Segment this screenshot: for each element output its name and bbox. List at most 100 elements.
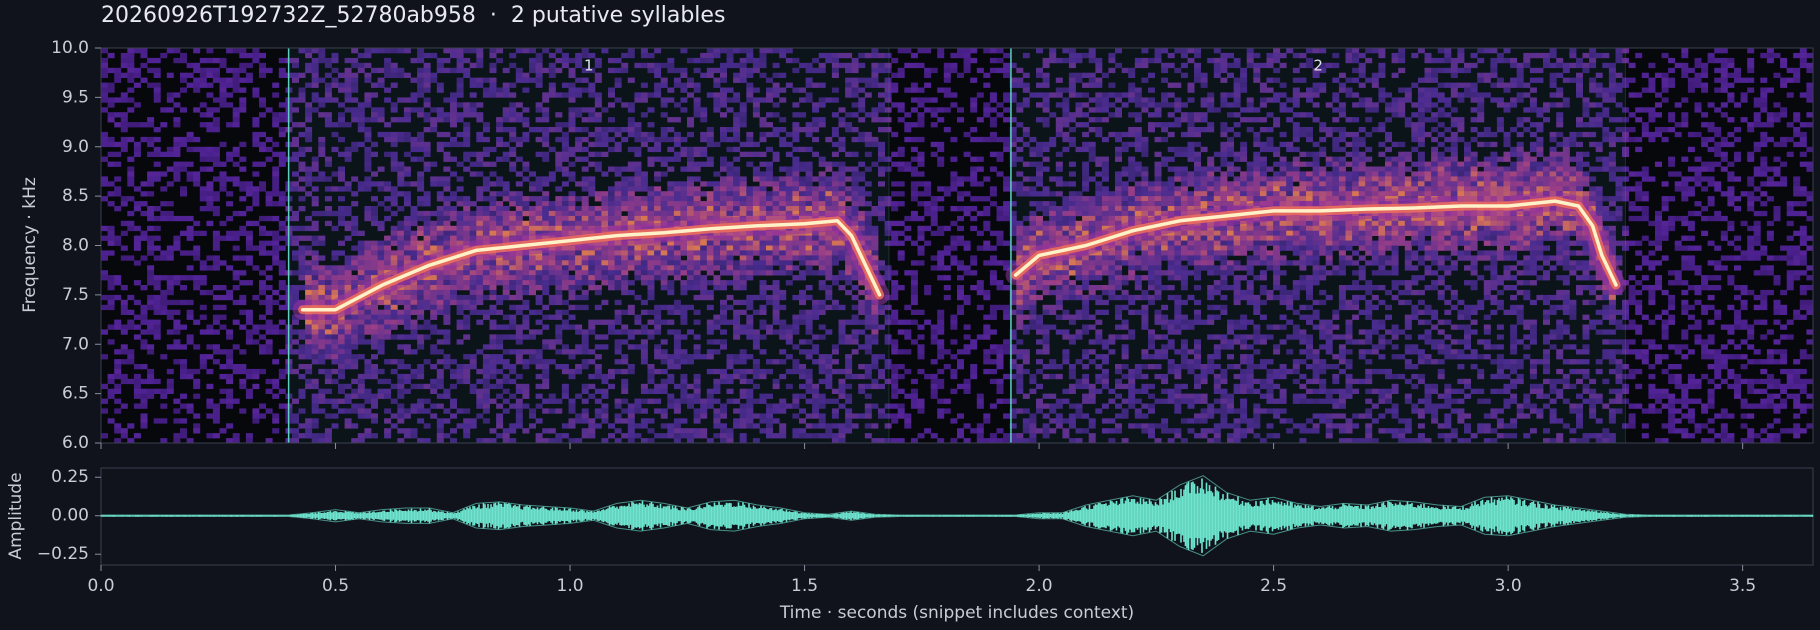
spectrogram-cell: [403, 181, 411, 187]
spectrogram-cell: [324, 428, 332, 434]
spectrogram-cell: [469, 270, 477, 276]
spectrogram-cell: [278, 373, 286, 380]
spectrogram-cell: [318, 438, 326, 444]
spectrogram-cell: [212, 408, 220, 414]
spectrogram-cell: [469, 418, 477, 424]
spectrogram-cell: [127, 67, 135, 74]
spectrogram-cell: [331, 67, 339, 74]
spectrogram-cell: [456, 324, 464, 330]
spectrogram-cell: [305, 245, 313, 251]
spectrogram-cell: [199, 102, 207, 108]
spectrogram-cell: [450, 398, 457, 404]
spectrogram-cell: [397, 383, 405, 390]
spectrogram-cell: [430, 127, 438, 133]
spectrogram-cell: [199, 166, 207, 172]
spectrogram-cell: [173, 102, 181, 108]
spectrogram-cell: [357, 117, 365, 123]
spectrogram-cell: [180, 215, 187, 222]
spectrogram-cell: [292, 57, 299, 64]
spectrogram-cell: [265, 438, 273, 444]
spectrogram-cell: [252, 48, 260, 54]
spectrogram-cell: [371, 344, 378, 350]
spectrogram-cell: [252, 186, 260, 192]
spectrogram-cell: [397, 418, 405, 424]
spectrogram-cell: [278, 388, 286, 394]
spectrogram-cell: [232, 176, 240, 182]
spectrogram-cell: [212, 67, 220, 74]
spectrogram-cell: [502, 280, 510, 286]
spectrogram-cell: [371, 304, 378, 311]
spectrogram-cell: [476, 220, 484, 227]
spectrogram-cell: [193, 176, 201, 182]
spectrogram-cell: [469, 275, 477, 281]
spectrogram-cell: [259, 403, 266, 409]
spectrogram-cell: [377, 186, 385, 192]
spectrogram-cell: [166, 378, 174, 385]
spectrogram-cell: [364, 186, 372, 192]
spectrogram-cell: [390, 117, 398, 123]
spectrogram-cell: [489, 196, 497, 202]
spectrogram-cell: [114, 324, 122, 330]
spectrogram-cell: [450, 428, 457, 434]
spectrogram-cell: [430, 275, 438, 281]
spectrogram-cell: [212, 196, 220, 202]
spectrogram-cell: [331, 52, 339, 59]
spectrogram-cell: [410, 215, 418, 222]
spectrogram-cell: [120, 136, 128, 143]
spectrogram-cell: [324, 344, 332, 350]
spectrogram-cell: [120, 92, 128, 98]
spectrogram-cell: [239, 255, 247, 261]
spectrogram-cell: [305, 117, 313, 123]
spectrogram-cell: [298, 364, 306, 370]
spectrogram-cell: [371, 373, 378, 380]
spectrogram-cell: [318, 270, 326, 276]
spectrogram-cell: [450, 112, 457, 118]
spectrogram-cell: [318, 408, 326, 414]
spectrogram-cell: [292, 438, 299, 444]
spectrogram-cell: [384, 72, 392, 78]
spectrogram-cell: [423, 250, 431, 256]
spectrogram-cell: [417, 176, 425, 182]
spectrogram-cell: [357, 107, 365, 113]
spectrogram-cell: [450, 52, 457, 59]
spectrogram-cell: [338, 72, 345, 78]
spectrogram-cell: [245, 339, 253, 345]
spectrogram-cell: [278, 225, 286, 232]
spectrogram-cell: [252, 136, 260, 143]
spectrogram-cell: [384, 62, 392, 69]
spectrogram-cell: [147, 176, 155, 182]
spectrogram-cell: [324, 319, 332, 325]
spectrogram-cell: [417, 240, 425, 246]
spectrogram-cell: [410, 334, 418, 340]
spectrogram-cell: [219, 260, 227, 266]
spectrogram-cell: [417, 344, 425, 350]
spectrogram-cell: [450, 438, 457, 444]
spectrogram-cell: [114, 112, 122, 118]
spectrogram-cell: [153, 334, 161, 340]
spectrogram-cell: [443, 393, 451, 399]
spectrogram-cell: [496, 215, 504, 222]
spectrogram-cell: [417, 299, 425, 306]
spectrogram-cell: [114, 364, 122, 370]
spectrogram-cell: [186, 225, 194, 232]
spectrogram-cell: [469, 107, 477, 113]
spectrogram-cell: [298, 349, 306, 355]
spectrogram-cell: [364, 181, 372, 187]
spectrogram-cell: [193, 413, 201, 419]
spectrogram-cell: [305, 260, 313, 266]
spectrogram-cell: [245, 319, 253, 325]
spectrogram-cell: [371, 181, 378, 187]
spectrogram-cell: [397, 344, 405, 350]
spectrogram-cell: [292, 299, 299, 306]
spectrogram-cell: [232, 364, 240, 370]
spectrogram-cell: [364, 413, 372, 419]
spectrogram-cell: [193, 280, 201, 286]
spectrogram-cell: [371, 433, 378, 439]
spectrogram-cell: [469, 220, 477, 227]
spectrogram-cell: [331, 225, 339, 232]
spectrogram-cell: [252, 161, 260, 167]
spectrogram-cell: [305, 136, 313, 143]
spectrogram-cell: [489, 191, 497, 197]
spectrogram-cell: [298, 225, 306, 232]
spectrogram-cell: [377, 220, 385, 227]
